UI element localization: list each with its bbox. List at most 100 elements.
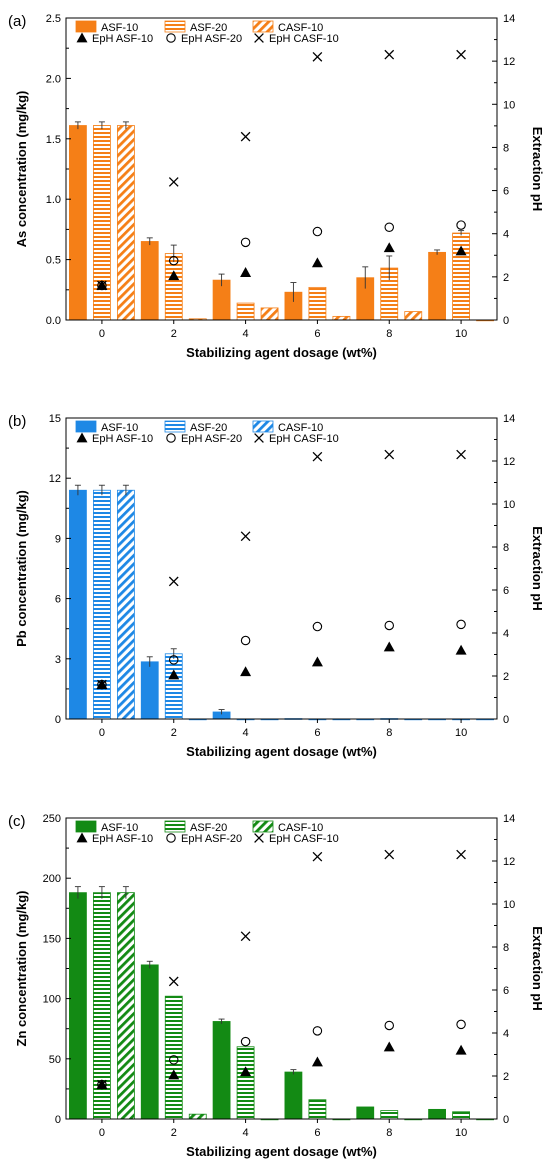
y-tick-label: 0.0 <box>46 315 61 327</box>
bar-asf-10-2 <box>140 241 159 321</box>
legend: ASF-10 ASF-20 CASF-10 EpH ASF-10 EpH ASF-20 E… <box>75 420 339 445</box>
legend-label: EpH CASF-10 <box>269 433 339 445</box>
y2-tick-label: 0 <box>503 315 509 327</box>
legend-label: EpH ASF-20 <box>181 433 242 445</box>
ph-point-eph-casf-10-4 <box>240 131 251 142</box>
panel-label: (c) <box>8 813 26 830</box>
y2-tick-label: 2 <box>503 671 509 683</box>
ph-point-eph-casf-10-2 <box>168 976 179 987</box>
panel-label: (a) <box>8 13 26 30</box>
y-tick-label: 250 <box>43 813 61 825</box>
x-axis-title: Stabilizing agent dosage (wt%) <box>186 1144 377 1159</box>
y-tick-label: 50 <box>49 1054 61 1066</box>
legend-marker-eph-asf-20 <box>166 433 176 443</box>
ph-point-eph-asf-20-10 <box>456 1019 466 1030</box>
panel-label: (b) <box>8 413 26 430</box>
y-tick-label: 0 <box>55 1114 61 1126</box>
legend: ASF-10 ASF-20 CASF-10 EpH ASF-10 EpH ASF-20 E… <box>75 820 339 845</box>
y2-tick-label: 0 <box>503 714 509 726</box>
x-tick-label: 0 <box>99 727 105 739</box>
chart-panel-pb: (b) 0 3 6 9 12 15 0 2 4 6 8 10 12 14 0 2 4 6 8 10 Stabilizing… <box>8 413 545 759</box>
x-tick-label: 2 <box>171 727 177 739</box>
bar-casf-10-8 <box>404 311 423 321</box>
bar-asf-20-10 <box>452 1111 470 1120</box>
y2-tick-label: 12 <box>503 56 515 68</box>
bar-asf-10-6 <box>284 1071 303 1120</box>
ph-point-eph-asf-20-8 <box>384 1020 394 1031</box>
bar-asf-20-8 <box>380 1110 399 1120</box>
legend-swatch-asf-10 <box>75 20 97 33</box>
legend-marker-eph-asf-20 <box>166 833 176 843</box>
ph-point-eph-asf-10-10 <box>455 245 467 256</box>
y2-tick-label: 6 <box>503 985 509 997</box>
legend-swatch-asf-20 <box>164 420 186 433</box>
ph-point-eph-asf-20-6 <box>312 621 323 632</box>
x-axis-title: Stabilizing agent dosage (wt%) <box>186 345 377 360</box>
ph-point-eph-casf-10-0 <box>97 679 107 690</box>
legend-marker-eph-asf-10 <box>76 832 88 843</box>
bar-asf-20-6 <box>308 286 327 321</box>
ph-point-eph-casf-10-2 <box>168 576 179 587</box>
ph-point-eph-asf-20-4 <box>240 1036 251 1047</box>
ph-point-eph-asf-10-8 <box>383 641 395 652</box>
ph-point-eph-asf-10-2 <box>168 1069 180 1080</box>
ph-point-eph-asf-20-6 <box>312 1026 323 1036</box>
ph-point-eph-asf-20-10 <box>456 619 466 630</box>
ph-point-eph-casf-10-10 <box>456 49 466 60</box>
x-tick-label: 4 <box>243 727 249 739</box>
y2-tick-label: 10 <box>503 899 515 911</box>
ph-point-eph-asf-20-8 <box>384 620 394 631</box>
y-tick-label: 2.5 <box>46 13 61 25</box>
ph-point-eph-asf-10-4 <box>240 267 252 277</box>
y2-tick-label: 8 <box>503 142 509 154</box>
legend-label: EpH ASF-10 <box>92 433 153 445</box>
ph-point-eph-asf-20-2 <box>169 255 179 266</box>
legend-label: CASF-10 <box>278 22 323 34</box>
y-tick-label: 12 <box>49 473 61 485</box>
bar-asf-10-4 <box>212 1021 231 1120</box>
ph-point-eph-asf-10-6 <box>311 1056 323 1067</box>
x-tick-label: 8 <box>386 1127 392 1139</box>
legend-swatch-asf-10 <box>75 820 97 833</box>
legend-label: EpH ASF-10 <box>92 833 153 845</box>
ph-point-eph-asf-10-4 <box>240 666 252 677</box>
legend-label: EpH ASF-10 <box>92 33 153 45</box>
legend-swatch-casf-10 <box>252 20 274 33</box>
ph-point-eph-asf-20-0 <box>97 679 107 690</box>
y2-axis-title: Extraction pH <box>530 926 545 1011</box>
x-axis-title: Stabilizing agent dosage (wt%) <box>186 744 377 759</box>
x-tick-label: 0 <box>99 328 105 340</box>
ph-point-eph-asf-20-10 <box>456 220 466 230</box>
x-tick-label: 8 <box>386 727 392 739</box>
y-axis-title: As concentration (mg/kg) <box>14 91 29 248</box>
bar-casf-10-2 <box>188 1113 207 1120</box>
bar-asf-10-10 <box>428 1108 446 1120</box>
y2-tick-label: 10 <box>503 499 515 511</box>
legend-marker-eph-asf-10 <box>76 432 88 443</box>
y-axis-title: Pb concentration (mg/kg) <box>14 490 29 647</box>
ph-point-eph-asf-20-8 <box>384 222 394 232</box>
ph-point-eph-asf-20-2 <box>169 655 179 665</box>
x-tick-label: 10 <box>455 328 467 340</box>
x-tick-label: 6 <box>314 727 320 739</box>
ph-point-eph-casf-10-8 <box>384 449 395 460</box>
y-tick-label: 9 <box>55 533 61 545</box>
y-axis-title: Zn concentration (mg/kg) <box>14 891 29 1047</box>
y-tick-label: 15 <box>49 413 61 425</box>
bar-casf-10-6 <box>332 315 351 321</box>
y2-tick-label: 4 <box>503 628 509 640</box>
x-tick-label: 10 <box>455 1127 467 1139</box>
x-tick-label: 4 <box>243 328 249 340</box>
legend-marker-eph-casf-10 <box>254 833 264 843</box>
legend-label: EpH ASF-20 <box>181 33 242 45</box>
y2-tick-label: 0 <box>503 1114 509 1126</box>
y2-tick-label: 8 <box>503 942 509 954</box>
legend-label: ASF-10 <box>101 22 138 34</box>
y-tick-label: 150 <box>43 933 61 945</box>
bar-casf-10-0 <box>117 489 135 720</box>
ph-point-eph-casf-10-4 <box>240 931 251 942</box>
ph-point-eph-casf-10-4 <box>240 531 251 542</box>
y-tick-label: 2.0 <box>46 73 61 85</box>
legend-marker-eph-casf-10 <box>254 33 264 43</box>
y2-tick-label: 14 <box>503 813 515 825</box>
